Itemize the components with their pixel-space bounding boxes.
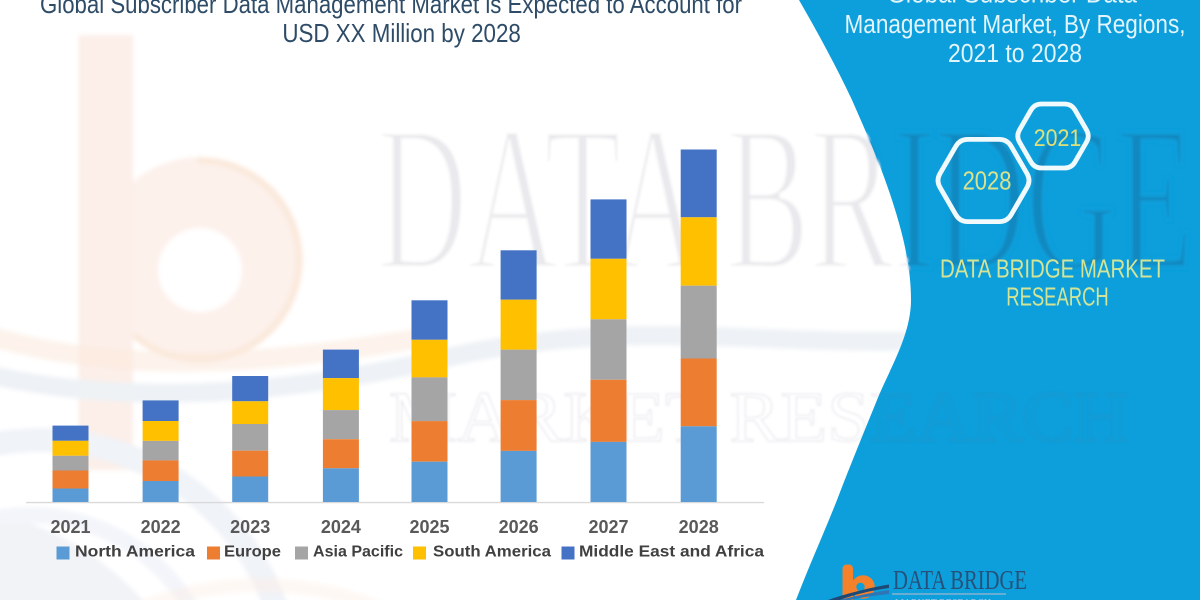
svg-text:2026: 2026: [499, 517, 539, 537]
svg-text:Asia Pacific: Asia Pacific: [313, 544, 403, 561]
svg-text:2025: 2025: [409, 517, 449, 537]
svg-text:Global Subscriber Data: Global Subscriber Data: [887, 0, 1138, 9]
svg-text:South America: South America: [433, 544, 551, 561]
svg-text:USD XX Million by 2028: USD XX Million by 2028: [282, 18, 521, 48]
svg-text:2024: 2024: [321, 517, 361, 537]
svg-text:Middle East and Africa: Middle East and Africa: [579, 544, 764, 561]
svg-text:Europe: Europe: [224, 544, 281, 561]
svg-text:Global Subscriber Data Managem: Global Subscriber Data Management Market…: [40, 0, 742, 19]
svg-text:DATA BRIDGE: DATA BRIDGE: [893, 565, 1027, 595]
svg-text:2023: 2023: [230, 517, 270, 537]
svg-text:2028: 2028: [963, 166, 1012, 196]
svg-text:2028: 2028: [679, 517, 719, 537]
svg-text:DATA BRIDGE MARKET: DATA BRIDGE MARKET: [940, 254, 1165, 284]
svg-text:2021: 2021: [1034, 125, 1082, 152]
svg-text:Management Market, By Regions,: Management Market, By Regions,: [845, 11, 1186, 39]
svg-text:2022: 2022: [141, 517, 181, 537]
svg-text:2021: 2021: [50, 517, 90, 537]
svg-text:RESEARCH: RESEARCH: [1006, 282, 1109, 312]
svg-text:2027: 2027: [588, 517, 628, 537]
svg-text:North America: North America: [75, 544, 195, 561]
svg-text:2021 to 2028: 2021 to 2028: [948, 40, 1082, 68]
svg-text:MARKET RESEARCH: MARKET RESEARCH: [895, 597, 991, 600]
